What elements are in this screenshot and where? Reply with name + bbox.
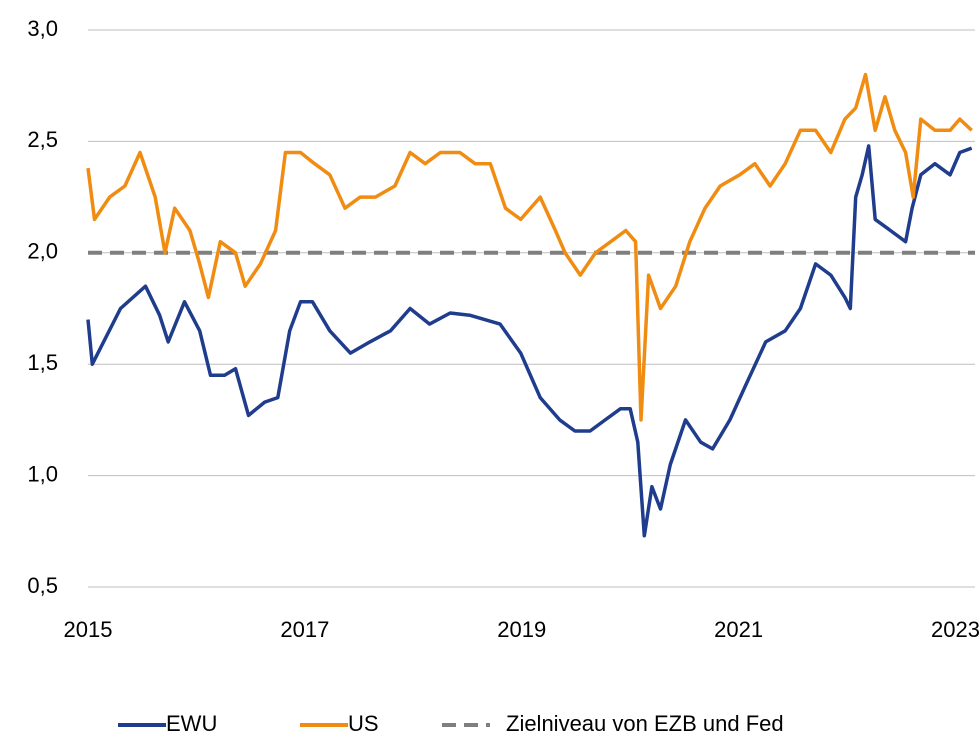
legend-label: US — [348, 711, 379, 736]
x-tick-label: 2023 — [931, 617, 979, 642]
y-tick-label: 1,5 — [27, 350, 58, 375]
y-tick-label: 0,5 — [27, 573, 58, 598]
line — [86, 144, 973, 538]
x-tick-label: 2021 — [714, 617, 763, 642]
legend-label: EWU — [166, 711, 217, 736]
y-tick-label: 2,0 — [27, 239, 58, 264]
y-tick-label: 1,0 — [27, 461, 58, 486]
x-tick-label: 2015 — [64, 617, 113, 642]
y-tick-label: 2,5 — [27, 127, 58, 152]
legend-label: Zielniveau von EZB und Fed — [506, 711, 784, 736]
x-tick-label: 2017 — [280, 617, 329, 642]
line — [86, 72, 973, 422]
x-tick-label: 2019 — [497, 617, 546, 642]
y-tick-label: 3,0 — [27, 16, 58, 41]
